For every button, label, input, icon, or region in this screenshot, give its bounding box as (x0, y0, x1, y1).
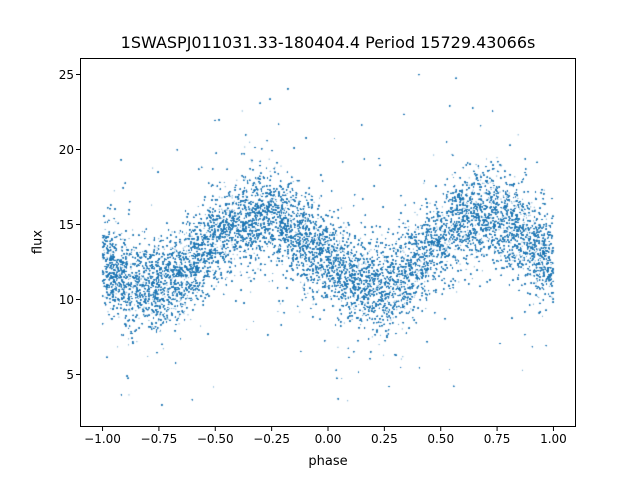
x-tick-label: −0.25 (253, 432, 291, 446)
chart-title: 1SWASPJ011031.33-180404.4 Period 15729.4… (120, 33, 536, 52)
y-tick-label: 15 (58, 217, 74, 232)
axes-frame (80, 58, 576, 427)
y-tick-label: 10 (58, 292, 74, 307)
x-tick-label: −0.75 (140, 432, 178, 446)
y-tick-label: 25 (58, 67, 74, 82)
y-axis-label: flux (30, 229, 46, 255)
x-tick-label: 0.75 (483, 432, 511, 446)
x-tick-label: 0.25 (371, 432, 398, 446)
y-tick-label: 20 (58, 142, 74, 157)
x-tick-label: −0.50 (196, 432, 234, 446)
x-tick-label: 1.00 (540, 432, 567, 446)
x-tick-label: 0.00 (314, 432, 342, 446)
scatter-points (81, 59, 575, 426)
x-tick-label: −1.00 (84, 432, 121, 446)
x-tick-label: 0.50 (427, 432, 455, 446)
x-axis-label: phase (308, 454, 348, 469)
y-tick-label: 5 (66, 367, 74, 382)
